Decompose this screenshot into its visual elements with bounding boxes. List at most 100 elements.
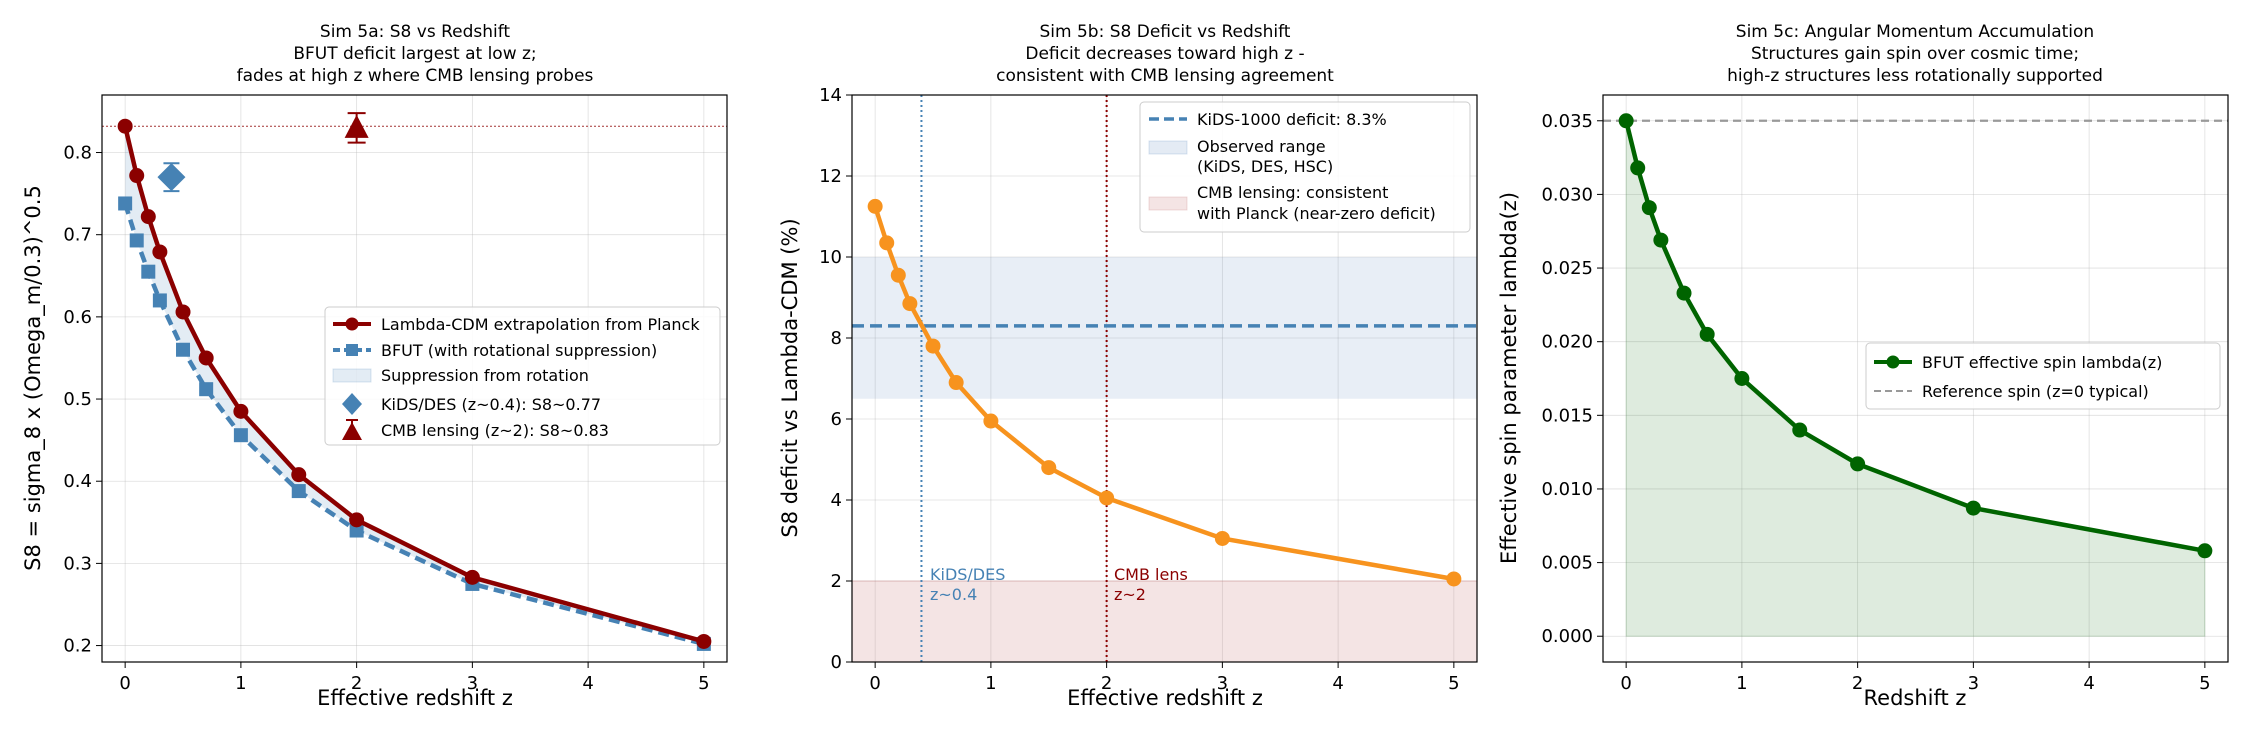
spin-point: [1965, 500, 1981, 516]
tick-label-y: 0.8: [63, 143, 92, 164]
bfut-point: [118, 196, 133, 211]
observed-range-band: [852, 257, 1477, 399]
deficit-point: [890, 267, 906, 283]
spin-point: [1699, 326, 1715, 342]
legend-suppression-swatch: [332, 368, 372, 383]
bfut-point: [176, 342, 191, 357]
tick-label-y: 0: [831, 652, 842, 673]
tick-label-x: 5: [2199, 673, 2210, 694]
legend-spin-marker: [1886, 355, 1900, 369]
panel-c-frame: [1602, 94, 2229, 663]
tick-label-x: 2: [1852, 673, 1863, 694]
bfut-point: [349, 523, 364, 538]
lcdm-point: [696, 633, 712, 649]
deficit-point: [948, 375, 964, 391]
tick-label-y: 0.2: [63, 636, 92, 657]
tick-label-y: 0.030: [1541, 184, 1593, 205]
legend-cmb-band-swatch: [1148, 196, 1188, 211]
tick-label-x: 0: [119, 673, 130, 694]
tick-label-y: 0.025: [1541, 258, 1593, 279]
legend-observed-swatch: [1148, 140, 1188, 155]
panel-sim5c: Sim 5c: Angular Momentum Accumulation St…: [1497, 22, 2229, 710]
cmb-lensing-point: [344, 114, 369, 138]
lcdm-point: [152, 244, 168, 260]
deficit-point: [1214, 530, 1230, 546]
panel-a-legend-box: [324, 306, 721, 446]
tick-label-y: 0.4: [63, 471, 92, 492]
lcdm-point: [349, 512, 365, 528]
panel-a-background-layer: [102, 125, 727, 644]
legend-bfut-marker: [346, 344, 358, 356]
lcdm-point: [129, 168, 145, 184]
panel-b-title-line2: Deficit decreases toward high z -: [1025, 44, 1304, 64]
panel-b-ylabel: S8 deficit vs Lambda-CDM (%): [778, 218, 802, 537]
bfut-point: [152, 293, 167, 308]
legend-cmb-band-label-line2: with Planck (near-zero deficit): [1197, 204, 1436, 223]
spin-point: [1792, 422, 1808, 438]
legend-spin-label: BFUT effective spin lambda(z): [1922, 353, 2162, 372]
panel-c-series-layer: [1618, 113, 2213, 559]
panel-c-title-line2: Structures gain spin over cosmic time;: [1751, 44, 2079, 64]
deficit-point: [867, 198, 883, 214]
legend-kids-deficit-label: KiDS-1000 deficit: 8.3%: [1197, 110, 1387, 129]
tick-label-x: 2: [1101, 673, 1112, 694]
panel-a-legend: Lambda-CDM extrapolation from Planck BFU…: [324, 306, 721, 446]
panel-b-legend: KiDS-1000 deficit: 8.3% Observed range (…: [1139, 101, 1471, 233]
tick-label-y: 8: [831, 328, 842, 349]
panel-c-legend: BFUT effective spin lambda(z) Reference …: [1865, 342, 2221, 410]
spin-point: [1850, 456, 1866, 472]
bfut-point: [129, 233, 144, 248]
panel-a-title-line3: fades at high z where CMB lensing probes: [237, 66, 594, 86]
tick-label-y: 0.035: [1541, 111, 1593, 132]
tick-label-y: 6: [831, 409, 842, 430]
panel-a-ticks: 0 1 2 3 4 5 0.2 0.3 0.4 0.5 0.6 0.7 0.8: [63, 143, 709, 694]
lcdm-point: [464, 569, 480, 585]
bfut-point: [233, 428, 248, 443]
tick-label-x: 3: [1968, 673, 1979, 694]
legend-observed-label-line1: Observed range: [1197, 137, 1326, 156]
panel-b-xlabel: Effective redshift z: [1067, 686, 1263, 710]
legend-ref-label: Reference spin (z=0 typical): [1922, 382, 2149, 401]
spin-point: [1734, 371, 1750, 386]
legend-kids-label: KiDS/DES (z~0.4): S8~0.77: [381, 395, 601, 414]
panel-sim5b: Sim 5b: S8 Deficit vs Redshift Deficit d…: [778, 22, 1478, 710]
tick-label-x: 1: [985, 673, 996, 694]
spin-point: [1653, 232, 1669, 248]
spin-point: [1676, 285, 1692, 301]
tick-label-x: 4: [1332, 673, 1343, 694]
tick-label-y: 0.005: [1541, 553, 1593, 574]
panel-a-frame: [101, 94, 728, 663]
tick-label-x: 5: [1448, 673, 1459, 694]
tick-label-x: 0: [1620, 673, 1631, 694]
bfut-point: [141, 264, 156, 279]
panel-a-series-layer: [117, 112, 712, 651]
tick-label-y: 0.015: [1541, 405, 1593, 426]
panel-b-frame: [851, 94, 1478, 663]
vline-cmb-label-line2: z~2: [1114, 585, 1146, 604]
tick-label-y: 0.7: [63, 225, 92, 246]
tick-label-y: 10: [819, 247, 842, 268]
deficit-point: [1446, 571, 1462, 587]
panel-c-title-line1: Sim 5c: Angular Momentum Accumulation: [1736, 22, 2094, 42]
vline-kids-label-line2: z~0.4: [930, 585, 977, 604]
kids-des-point: [157, 163, 186, 192]
bfut-series-line: [123, 202, 705, 647]
deficit-point: [879, 235, 895, 251]
lcdm-point: [140, 209, 156, 225]
tick-label-x: 4: [2083, 673, 2094, 694]
tick-label-y: 0.3: [63, 553, 92, 574]
spin-point: [1630, 160, 1646, 176]
panel-a-title-line1: Sim 5a: S8 vs Redshift: [320, 22, 511, 42]
panel-a-xlabel: Effective redshift z: [317, 686, 513, 710]
cmb-lensing-band: [852, 581, 1477, 662]
lcdm-point: [175, 304, 191, 320]
panel-b-legend-box: [1139, 101, 1471, 233]
tick-label-x: 2: [351, 673, 362, 694]
panel-c-ticks: 0 1 2 3 4 5 0.000 0.005 0.010 0.015 0.020 0.025 0.03…: [1541, 111, 2210, 694]
spin-point: [1618, 113, 1634, 129]
panel-c-title-line3: high-z structures less rotationally supp…: [1727, 66, 2103, 86]
lcdm-point: [291, 467, 307, 483]
spin-point: [2197, 543, 2213, 559]
